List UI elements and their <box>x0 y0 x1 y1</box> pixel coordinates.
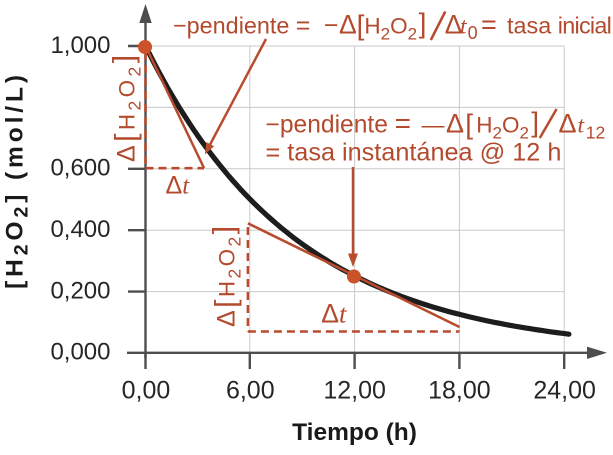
svg-text:24,00: 24,00 <box>533 377 596 405</box>
svg-text:−pendiente=−Δ[H2O2]: −pendiente = −Δ[H2O2] <box>173 7 426 43</box>
svg-text:6,00: 6,00 <box>226 377 275 405</box>
svg-text:1,000: 1,000 <box>50 32 110 59</box>
svg-text:0,400: 0,400 <box>50 216 110 243</box>
svg-text:0,200: 0,200 <box>50 277 110 304</box>
svg-text:Δt: Δt <box>166 172 191 200</box>
svg-text:−pendiente=—Δ[H2O2]: −pendiente = —Δ[H2O2] <box>266 106 539 142</box>
svg-text:[H2O2] (mol/L): [H2O2] (mol/L) <box>2 71 33 289</box>
svg-text:0,600: 0,600 <box>50 155 110 182</box>
svg-text:= tasa instantánea @ 12 h: = tasa instantánea @ 12 h <box>266 139 562 167</box>
svg-text:0,000: 0,000 <box>50 339 110 366</box>
svg-text:Tiempo (h): Tiempo (h) <box>292 419 417 446</box>
svg-text:18,00: 18,00 <box>428 377 491 405</box>
svg-text:12,00: 12,00 <box>323 377 386 405</box>
svg-text:Δt: Δt <box>321 299 347 329</box>
svg-text:Δ[H2O2]: Δ[H2O2] <box>107 52 144 162</box>
svg-text:0,00: 0,00 <box>122 377 171 405</box>
svg-text:Δ[H2O2]: Δ[H2O2] <box>207 224 244 327</box>
